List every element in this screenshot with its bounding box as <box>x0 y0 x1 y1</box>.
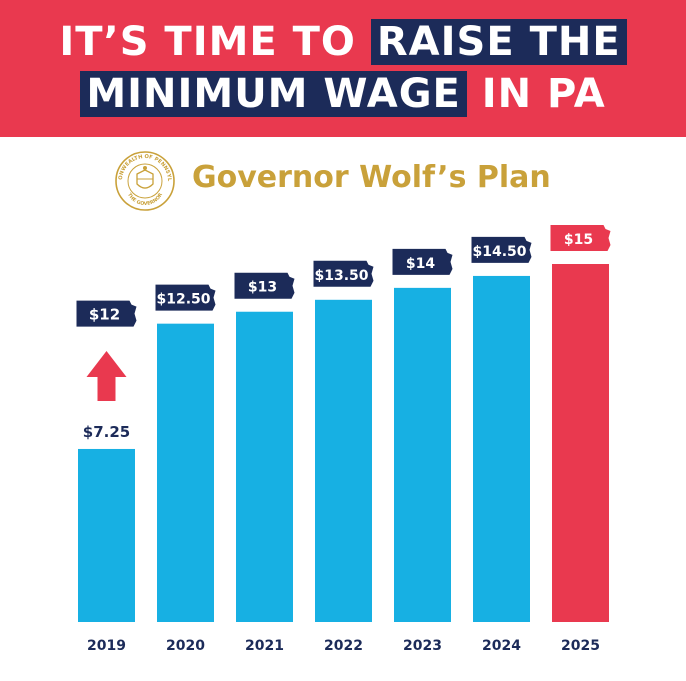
tick-label-2022: 2022 <box>324 638 363 654</box>
bar-2024 <box>473 275 530 622</box>
bar-2019 <box>78 448 135 622</box>
bar-2022 <box>315 299 372 622</box>
target-label-2019: $12 <box>89 306 120 324</box>
pa-governor-seal-icon: COMMONWEALTH OF PENNSYLVANIA THE GOVERNO… <box>114 150 175 211</box>
data-label-2023: $14 <box>406 256 435 272</box>
data-label-bg-2020 <box>155 284 216 311</box>
bar-2020 <box>157 323 214 622</box>
tick-label-2025: 2025 <box>561 638 600 654</box>
data-label-2020: $12.50 <box>156 292 210 308</box>
bar-2023 <box>394 287 451 622</box>
target-label-bg <box>76 300 137 327</box>
headline-line-2: MINIMUM WAGE IN PA <box>0 70 686 118</box>
data-label-2022: $13.50 <box>314 268 368 284</box>
data-label-bg-2022 <box>313 260 374 287</box>
headline-highlight: MINIMUM WAGE <box>80 71 467 117</box>
headline-text: IT’S TIME TO <box>59 19 371 65</box>
data-label-2021: $13 <box>248 280 277 296</box>
data-label-bg-2024 <box>471 236 532 263</box>
data-label-2025: $15 <box>564 232 593 248</box>
data-label-2019: $7.25 <box>83 423 130 441</box>
tick-label-2023: 2023 <box>403 638 442 654</box>
data-label-bg-2021 <box>234 272 295 299</box>
plan-title: Governor Wolf’s Plan <box>192 160 551 195</box>
tick-label-2024: 2024 <box>482 638 521 654</box>
data-label-2024: $14.50 <box>472 244 526 260</box>
headline-text: IN PA <box>466 71 606 117</box>
tick-label-2020: 2020 <box>166 638 205 654</box>
data-label-bg-2023 <box>392 248 453 275</box>
headline-highlight: RAISE THE <box>370 19 627 65</box>
headline-banner: IT’S TIME TO RAISE THE MINIMUM WAGE IN P… <box>0 0 686 137</box>
headline-line-1: IT’S TIME TO RAISE THE <box>0 18 686 66</box>
tick-label-2019: 2019 <box>87 638 126 654</box>
tick-label-2021: 2021 <box>245 638 284 654</box>
data-label-bg-2025 <box>550 225 611 251</box>
bar-2025 <box>552 264 609 622</box>
up-arrow-icon <box>86 350 127 401</box>
bar-2021 <box>236 311 293 622</box>
